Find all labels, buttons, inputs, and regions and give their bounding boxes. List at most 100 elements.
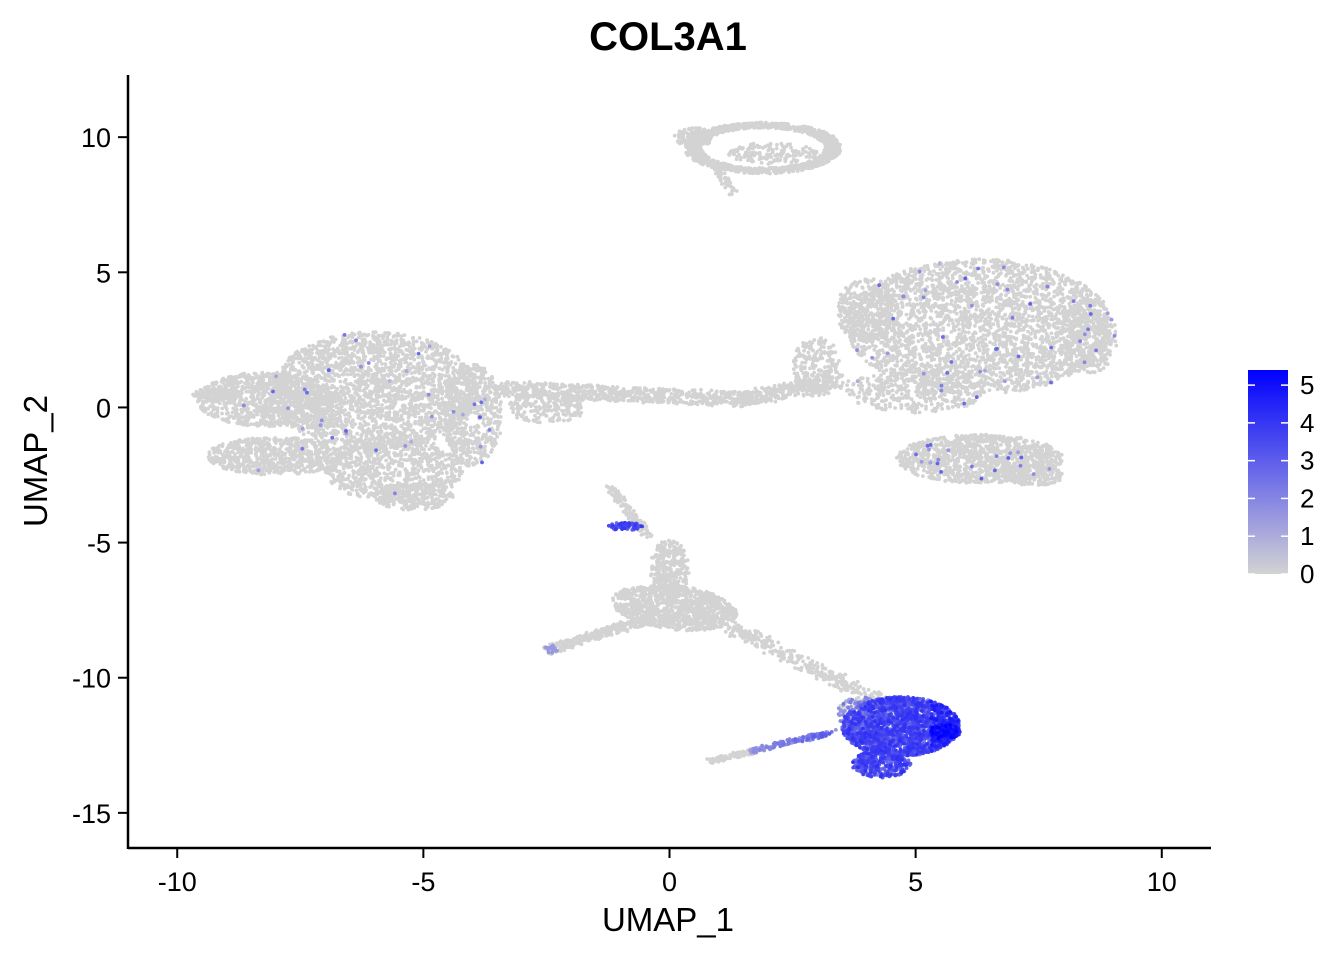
data-point — [302, 382, 307, 386]
data-point — [317, 411, 322, 415]
data-point — [396, 392, 400, 396]
data-point — [292, 463, 296, 467]
data-point — [422, 451, 427, 456]
data-point — [286, 419, 290, 424]
data-point — [264, 384, 269, 389]
data-point — [335, 391, 340, 396]
data-point — [206, 412, 211, 417]
data-point — [432, 436, 437, 441]
data-point — [312, 416, 317, 421]
data-point — [244, 396, 249, 401]
data-point — [328, 472, 333, 477]
data-point — [332, 421, 337, 426]
data-point — [205, 399, 209, 404]
data-point — [295, 471, 300, 476]
data-point — [300, 347, 305, 352]
data-point — [381, 423, 386, 427]
data-point — [286, 448, 291, 453]
data-point — [339, 437, 344, 442]
data-point — [343, 408, 347, 413]
data-point — [373, 437, 378, 441]
data-point — [379, 412, 383, 417]
data-point — [369, 342, 374, 347]
data-point — [397, 372, 402, 377]
data-point — [430, 383, 434, 387]
data-point — [267, 437, 272, 442]
data-point — [330, 452, 334, 456]
data-point — [438, 384, 443, 388]
data-point — [200, 408, 205, 412]
data-point — [363, 411, 368, 415]
data-point — [416, 355, 421, 360]
data-point — [354, 387, 359, 392]
data-point — [319, 349, 323, 353]
data-point — [334, 468, 339, 473]
data-point — [409, 401, 414, 406]
data-point — [393, 361, 398, 366]
data-point — [380, 366, 385, 371]
data-point — [220, 442, 225, 447]
data-point — [219, 458, 224, 463]
data-point — [357, 387, 362, 392]
data-point — [361, 398, 366, 403]
data-point — [278, 375, 283, 379]
data-point — [246, 406, 251, 411]
data-point — [443, 374, 448, 378]
data-point — [235, 403, 239, 408]
data-point — [291, 360, 295, 365]
data-point — [435, 401, 440, 406]
data-point — [344, 356, 348, 360]
data-point — [383, 385, 388, 389]
data-point — [429, 453, 434, 458]
data-point — [406, 410, 411, 415]
data-point — [417, 385, 422, 390]
data-point — [205, 384, 210, 389]
data-point — [286, 359, 291, 363]
data-point — [397, 378, 402, 382]
data-point — [431, 418, 436, 423]
data-point — [220, 411, 224, 416]
data-point — [441, 389, 446, 394]
data-point — [290, 379, 295, 384]
data-point — [345, 346, 350, 350]
data-point — [264, 468, 269, 473]
data-point — [314, 448, 318, 452]
data-point — [337, 349, 342, 354]
data-point — [429, 388, 434, 393]
data-point — [377, 349, 382, 353]
data-point — [395, 430, 400, 435]
data-point — [390, 388, 395, 393]
data-point — [403, 452, 408, 457]
data-point — [214, 380, 219, 385]
data-point — [432, 372, 437, 377]
data-point — [332, 394, 336, 399]
data-point — [319, 441, 324, 446]
data-point — [377, 338, 381, 343]
data-point — [412, 430, 416, 434]
data-point — [375, 456, 380, 461]
data-point — [416, 397, 421, 402]
data-point — [314, 426, 319, 431]
data-point — [357, 334, 362, 338]
data-point — [292, 450, 296, 454]
data-point — [379, 455, 384, 460]
data-point — [370, 432, 374, 437]
data-point — [278, 391, 282, 396]
data-point — [460, 469, 465, 474]
data-point — [440, 460, 444, 464]
data-point — [302, 415, 306, 420]
data-point — [233, 440, 238, 444]
data-point — [288, 401, 293, 405]
data-point — [309, 408, 314, 413]
data-point — [363, 477, 368, 481]
data-point — [421, 404, 426, 409]
data-point — [349, 485, 354, 489]
data-point — [373, 364, 378, 369]
data-point — [397, 344, 402, 349]
data-point — [421, 359, 425, 364]
data-point — [453, 361, 458, 366]
data-point — [298, 402, 303, 406]
data-point — [221, 391, 225, 395]
data-point — [382, 471, 387, 476]
data-point — [238, 439, 243, 443]
